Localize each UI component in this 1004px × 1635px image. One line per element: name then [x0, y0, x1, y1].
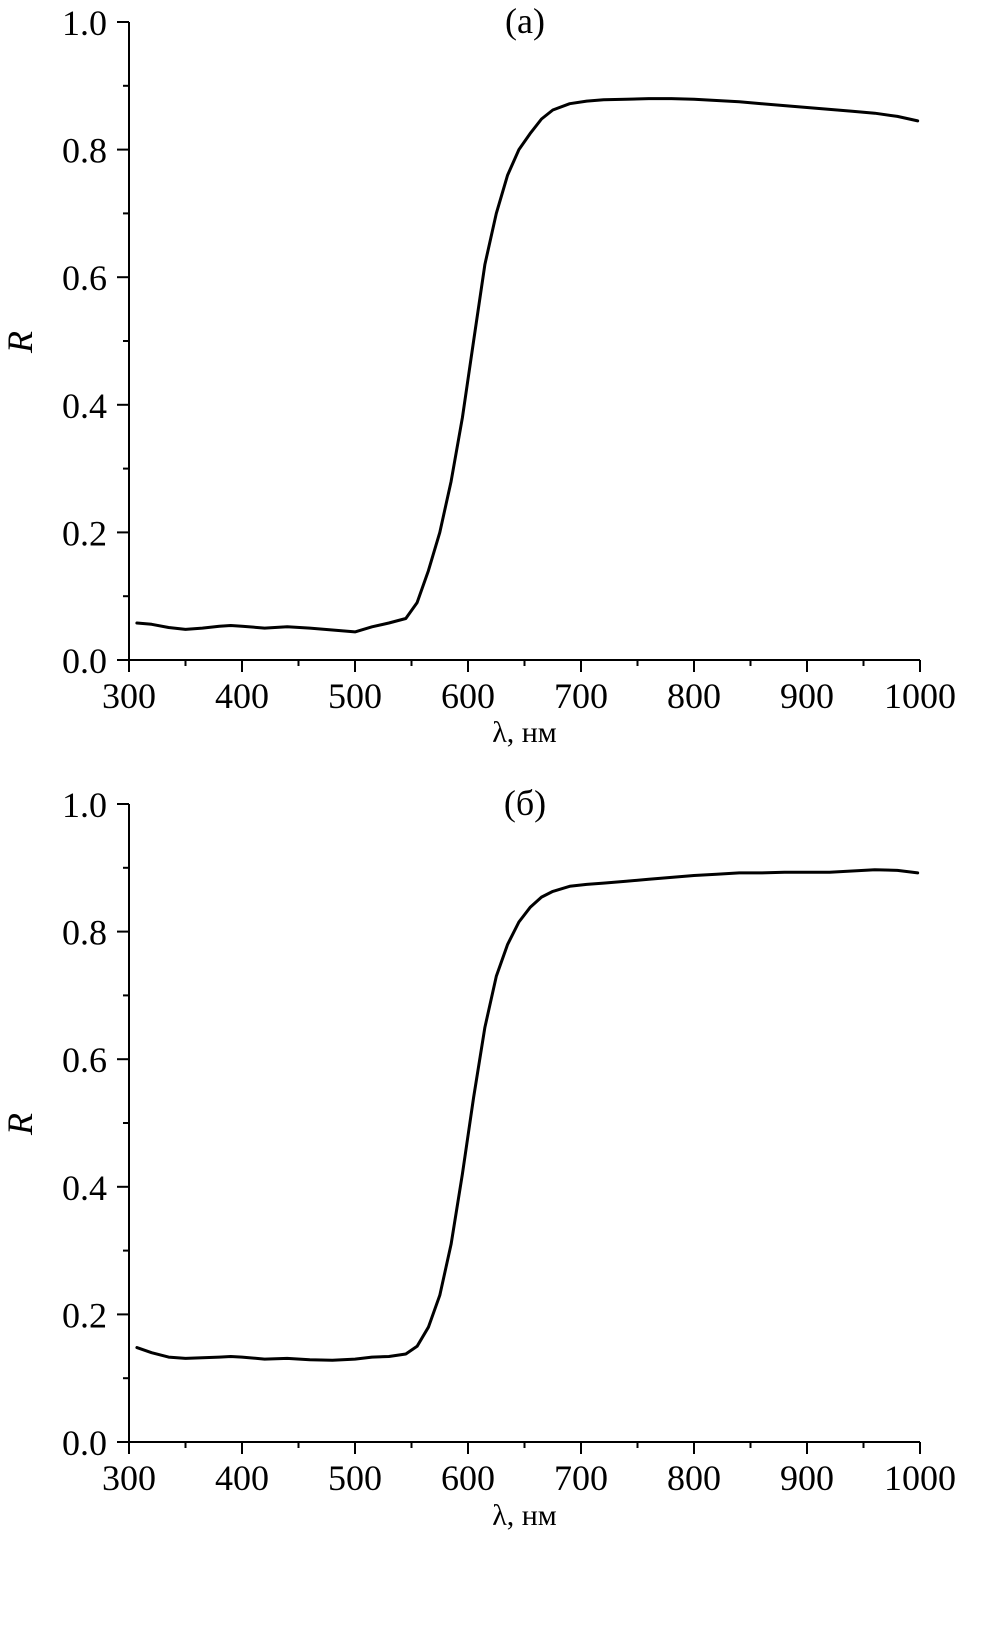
x-tick-label: 400 — [215, 676, 269, 716]
chart-panel-2: 0.0 0.2 0.4 0.6 0.8 1.0 300 400 500 600 700 800 900 1… — [0, 783, 956, 1532]
y-tick-label: 0.6 — [62, 1040, 107, 1080]
x-tick-label: 300 — [102, 1458, 156, 1498]
x-tick-label: 900 — [780, 1458, 834, 1498]
x-tick-label: 1000 — [884, 1458, 956, 1498]
y-tick-label: 0.8 — [62, 131, 107, 171]
x-tick-label: 500 — [328, 676, 382, 716]
y-tick-label: 0.6 — [62, 258, 107, 298]
y-tick-label: 0.8 — [62, 913, 107, 953]
x-tick-label: 300 — [102, 676, 156, 716]
x-tick-label: 600 — [441, 676, 495, 716]
y-tick-label: 1.0 — [62, 785, 107, 825]
x-tick-label: 400 — [215, 1458, 269, 1498]
y-axis-title: R — [0, 1113, 40, 1136]
y-axis-title: R — [0, 331, 40, 354]
x-tick-label: 800 — [667, 676, 721, 716]
reflectance-curve-line — [135, 97, 920, 634]
reflectance-curve-line — [135, 868, 920, 1362]
y-tick-label: 0.4 — [62, 386, 107, 426]
panel-label: (б) — [504, 783, 546, 823]
y-tick-label: 0.0 — [62, 1423, 107, 1463]
x-tick-label: 1000 — [884, 676, 956, 716]
chart-panel-1: 0.0 0.2 0.4 0.6 0.8 1.0 300 400 500 600 700 800 900 1… — [0, 1, 956, 749]
y-tick-label: 0.2 — [62, 513, 107, 553]
y-tick-label: 1.0 — [62, 3, 107, 43]
panel-label: (a) — [505, 1, 545, 41]
x-tick-label: 600 — [441, 1458, 495, 1498]
y-tick-label: 0.2 — [62, 1295, 107, 1335]
x-tick-label: 700 — [554, 1458, 608, 1498]
x-tick-label: 900 — [780, 676, 834, 716]
x-tick-label: 500 — [328, 1458, 382, 1498]
x-tick-label: 700 — [554, 676, 608, 716]
x-tick-label: 800 — [667, 1458, 721, 1498]
y-tick-label: 0.0 — [62, 641, 107, 681]
x-axis-title: λ, нм — [492, 1499, 557, 1532]
y-tick-label: 0.4 — [62, 1168, 107, 1208]
x-axis-title: λ, нм — [492, 716, 557, 749]
